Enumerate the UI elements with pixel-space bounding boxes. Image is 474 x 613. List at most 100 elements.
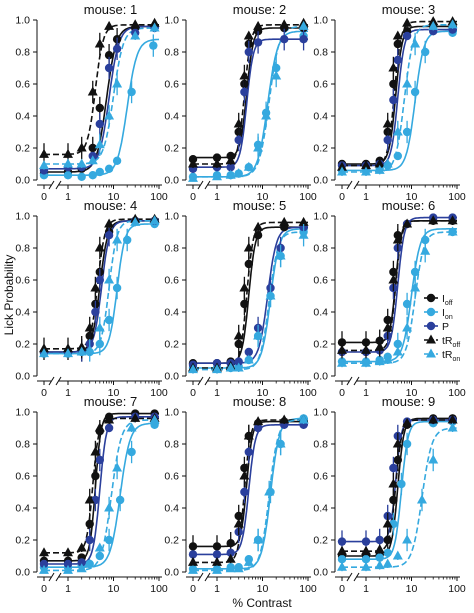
x-tick-label: 1 xyxy=(65,583,71,595)
data-point xyxy=(234,357,243,366)
x-tick-label: 100 xyxy=(150,583,168,595)
x-axis-label: % Contrast xyxy=(232,596,292,610)
data-point xyxy=(375,535,384,545)
data-point xyxy=(127,87,136,97)
data-point xyxy=(447,414,458,424)
panel-title: mouse: 6 xyxy=(382,198,435,213)
data-point xyxy=(389,79,398,89)
fit-curve xyxy=(68,419,159,572)
data-point xyxy=(392,346,403,356)
data-point xyxy=(76,142,87,152)
fit-curve xyxy=(366,231,457,364)
data-point xyxy=(233,518,244,528)
axis-break-mark xyxy=(55,180,62,190)
data-point xyxy=(382,322,393,332)
y-tick-label: 0.0 xyxy=(164,175,179,187)
data-point xyxy=(104,274,115,284)
data-point xyxy=(410,282,421,292)
y-tick-label: 0.0 xyxy=(15,175,30,187)
y-tick-label: 0.6 xyxy=(164,471,179,483)
data-point xyxy=(90,446,101,456)
x-tick-label: 10 xyxy=(257,191,269,203)
data-point xyxy=(361,545,371,555)
data-point xyxy=(298,414,309,424)
y-tick-label: 0.8 xyxy=(15,439,30,451)
data-point xyxy=(63,158,73,168)
panel-title: mouse: 8 xyxy=(233,394,286,409)
legend-subscript: on xyxy=(453,356,461,363)
data-point xyxy=(374,341,385,351)
data-point xyxy=(91,307,100,317)
y-tick-label: 0.4 xyxy=(313,307,328,319)
legend-label: Ioff xyxy=(442,293,453,307)
data-point xyxy=(253,38,263,47)
fit-curve xyxy=(217,221,308,369)
data-point xyxy=(95,455,105,465)
data-point xyxy=(104,51,114,60)
data-point xyxy=(63,148,73,158)
data-point xyxy=(84,322,95,332)
data-point xyxy=(240,87,249,97)
data-point xyxy=(63,348,73,358)
data-point xyxy=(94,542,105,552)
data-point xyxy=(253,142,264,152)
data-point xyxy=(239,70,250,80)
axis-break-mark xyxy=(197,180,204,190)
data-point xyxy=(130,19,141,29)
data-point xyxy=(149,215,160,225)
data-point xyxy=(234,135,243,145)
axis-break-mark xyxy=(55,572,62,582)
data-point xyxy=(188,364,198,374)
data-point xyxy=(389,495,398,505)
data-point xyxy=(149,22,160,32)
x-tick-label: 0 xyxy=(339,387,345,399)
data-point xyxy=(243,556,254,566)
data-point xyxy=(226,539,235,548)
panel-3: mouse: 3 0.0 0.2 0.4 0.6 0.8 1.0 0 1 10 100 xyxy=(313,2,466,203)
fit-curve xyxy=(217,420,308,548)
data-point xyxy=(375,553,384,562)
data-point xyxy=(361,537,371,546)
data-point xyxy=(112,234,123,244)
data-point xyxy=(233,168,244,178)
data-point xyxy=(212,158,222,168)
data-point xyxy=(243,354,254,364)
panel-5: mouse: 5 0.0 0.2 0.4 0.6 0.8 1.0 0 1 10 100 xyxy=(164,198,317,399)
data-point xyxy=(212,171,222,181)
data-point xyxy=(104,502,115,512)
panel-8: mouse: 8 0.0 0.2 0.4 0.6 0.8 1.0 0 1 10 100 xyxy=(164,394,317,595)
data-point xyxy=(428,215,439,225)
legend-label: P xyxy=(442,321,449,333)
data-point xyxy=(84,494,95,504)
data-point xyxy=(225,155,236,165)
data-point xyxy=(63,547,73,557)
axis-break-mark xyxy=(353,376,360,386)
data-point xyxy=(87,86,98,96)
legend-marker xyxy=(426,334,436,344)
data-point xyxy=(104,164,114,173)
x-tick-label: 1 xyxy=(214,387,220,399)
axis-break-mark xyxy=(204,376,211,386)
data-point xyxy=(374,356,385,366)
data-point xyxy=(361,166,371,176)
fit-curve xyxy=(217,226,308,364)
fit-curve xyxy=(217,231,308,371)
y-tick-label: 0.8 xyxy=(164,439,179,451)
data-point xyxy=(188,550,198,559)
axis-break-mark xyxy=(48,180,55,190)
data-point xyxy=(361,160,371,170)
panel-title: mouse: 5 xyxy=(233,198,286,213)
data-point xyxy=(104,231,114,240)
data-point xyxy=(226,548,235,557)
data-point xyxy=(39,559,49,569)
axis-break-mark xyxy=(48,572,55,582)
data-point xyxy=(76,341,87,351)
x-tick-label: 10 xyxy=(406,387,418,399)
data-point xyxy=(39,148,49,158)
data-point xyxy=(212,364,222,374)
data-point xyxy=(393,39,403,49)
axis-break-mark xyxy=(353,180,360,190)
data-point xyxy=(388,478,399,488)
data-point xyxy=(393,55,403,65)
data-point xyxy=(261,110,272,120)
